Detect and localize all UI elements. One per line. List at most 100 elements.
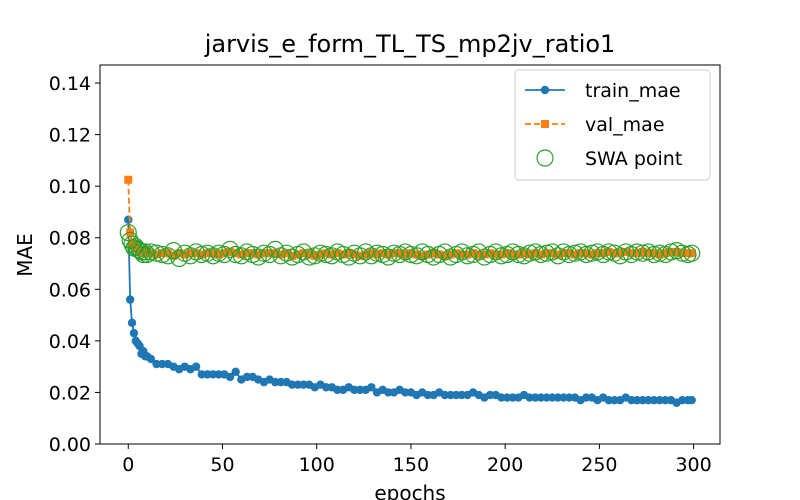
point [288,251,297,260]
point [576,249,585,258]
point [181,247,200,265]
point [583,244,601,262]
point [339,250,348,259]
point [492,247,510,265]
point [367,249,376,258]
point [549,247,567,265]
point [323,247,341,265]
point [186,249,195,258]
point [180,250,189,259]
point [560,245,578,264]
point [197,250,206,259]
point [170,249,188,267]
point [227,245,245,264]
point [220,249,229,258]
x-tick-label: 50 [210,454,234,476]
point [543,243,561,261]
point [210,244,228,262]
point [446,250,455,259]
point [611,247,629,265]
point [514,250,523,259]
point [225,372,235,382]
point [655,250,664,259]
point [542,249,551,258]
point [175,249,184,258]
point [491,250,500,259]
point [628,243,646,261]
point [633,249,642,258]
point [599,249,608,258]
x-tick-label: 150 [393,454,429,476]
x-tick-label: 250 [581,454,617,476]
point [521,244,539,262]
point [565,249,574,258]
point [525,250,534,259]
point [310,251,319,260]
point [368,244,386,262]
point [645,245,663,264]
point [683,244,701,262]
point [300,248,318,266]
y-tick-label: 0.04 [49,331,91,353]
point [350,250,359,259]
point [577,245,595,264]
point [587,250,596,259]
point [610,249,619,258]
point [159,247,177,265]
point [192,249,201,258]
point [311,244,330,262]
point [401,250,410,259]
point [294,243,313,261]
point [124,215,133,224]
point [407,247,426,265]
point [333,249,342,258]
point [480,250,489,259]
y-tick-label: 0.10 [49,176,91,198]
point [125,295,135,304]
point [457,250,466,259]
point [436,243,454,261]
point [440,251,449,260]
point [548,249,557,258]
point [538,244,556,262]
point [453,243,471,261]
x-tick-label: 300 [675,454,711,476]
point [242,249,251,258]
point [604,247,613,256]
point [221,240,239,258]
point [163,249,172,258]
legend-box [514,69,711,181]
point [203,249,212,258]
point [259,249,268,258]
point [119,223,137,242]
point [452,249,461,258]
plot-frame [99,64,721,445]
point [503,249,512,258]
point [520,249,529,258]
point [226,247,235,256]
point [367,383,376,392]
point [418,251,427,260]
point [379,248,397,266]
point [254,250,263,259]
point [277,244,296,262]
point [402,245,420,264]
point [395,249,404,258]
point [152,250,161,259]
point [616,249,625,258]
legend-marker [540,85,550,95]
point [209,249,218,258]
point [553,250,562,259]
point [389,249,398,258]
point [644,249,653,258]
point [566,244,584,262]
point [536,250,545,259]
point [265,249,274,258]
point [600,243,618,261]
point [582,249,591,258]
point [356,251,365,260]
legend-marker [536,149,554,167]
point [470,243,488,261]
x-tick-label: 200 [487,454,523,476]
point [593,249,602,258]
